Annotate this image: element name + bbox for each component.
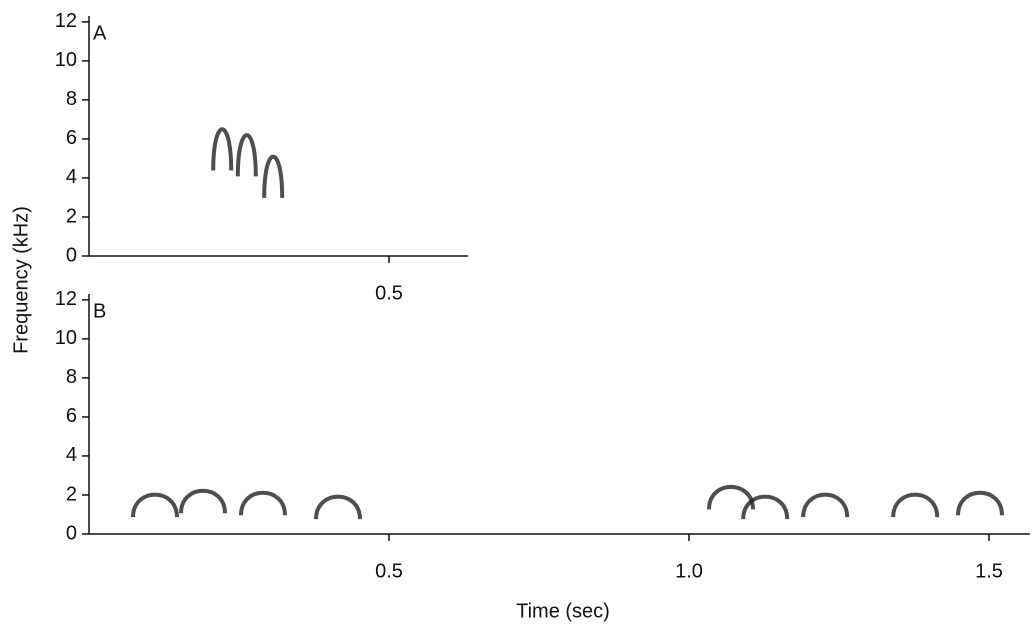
axis-line (88, 16, 469, 257)
y-tick-label: 6 (66, 127, 77, 149)
x-tick-label: 0.5 (375, 282, 403, 304)
x-axis-label: Time (sec) (516, 600, 610, 622)
y-tick-label: 2 (66, 483, 77, 505)
x-tick-label: 0.5 (375, 560, 403, 582)
y-tick-label: 10 (55, 49, 77, 71)
y-tick-label: 4 (66, 166, 77, 188)
y-tick-label: 0 (66, 522, 77, 544)
panel-label: B (93, 300, 106, 322)
y-tick-label: 6 (66, 405, 77, 427)
panel-label: A (93, 22, 107, 44)
axis-line (88, 294, 1030, 535)
syllable (235, 133, 258, 177)
y-tick-label: 8 (66, 88, 77, 110)
syllable (239, 490, 287, 516)
y-tick-label: 2 (66, 205, 77, 227)
syllable (131, 492, 179, 518)
syllable (314, 494, 362, 520)
syllable (741, 494, 790, 520)
y-tick-label: 10 (55, 327, 77, 349)
y-tick-label: 4 (66, 444, 77, 466)
y-tick-label: 12 (55, 10, 77, 32)
x-tick-label: 1.0 (675, 560, 703, 582)
syllable (262, 154, 285, 198)
syllable (801, 492, 850, 518)
y-tick-label: 12 (55, 288, 77, 310)
x-tick-label: 1.5 (975, 560, 1003, 582)
y-tick-label: 0 (66, 244, 77, 266)
y-axis-label: Frequency (kHz) (10, 206, 32, 354)
syllable (891, 492, 940, 518)
syllable (211, 127, 234, 171)
syllable (956, 490, 1004, 516)
y-tick-label: 8 (66, 366, 77, 388)
syllable (179, 488, 227, 514)
